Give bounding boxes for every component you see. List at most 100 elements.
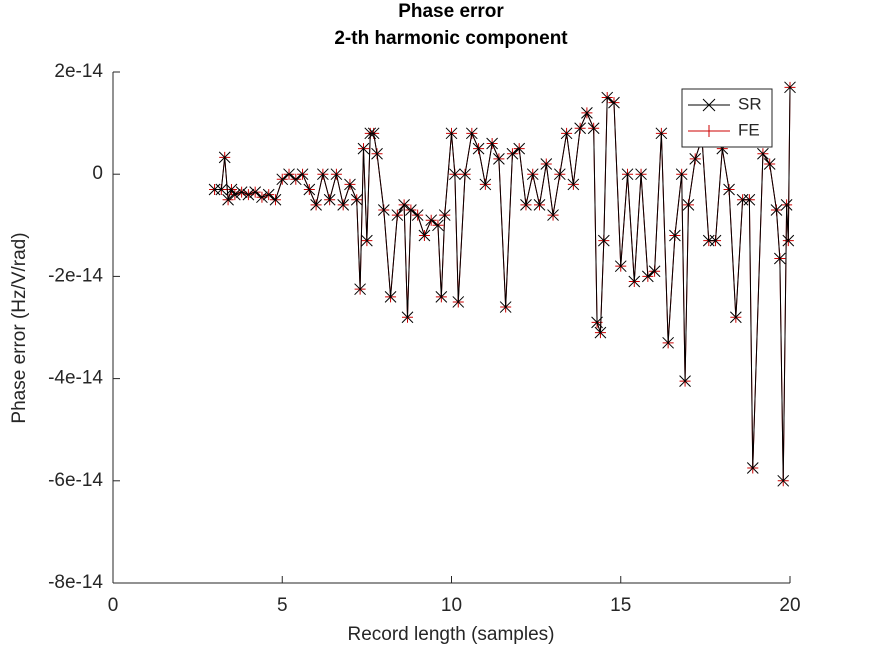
point-marker (235, 186, 248, 198)
point-marker (746, 462, 759, 474)
point-marker (547, 209, 559, 221)
point-marker (486, 137, 498, 150)
x-tick-label: 15 (610, 595, 631, 616)
legend-marker (703, 125, 715, 137)
x-tick-label: 0 (108, 595, 119, 616)
x-tick-label: 10 (441, 595, 462, 616)
point-marker (323, 193, 336, 206)
point-marker (367, 127, 380, 140)
point-marker (465, 127, 478, 140)
chart-subtitle: 2-th harmonic component (334, 28, 568, 49)
point-marker (526, 168, 539, 181)
y-tick-label: 2e-14 (54, 61, 103, 82)
point-marker (689, 153, 702, 165)
legend-box (681, 88, 773, 148)
point-marker (276, 173, 289, 186)
y-tick-label: -4e-14 (48, 368, 103, 389)
point-marker (757, 147, 769, 160)
chart-title: Phase error (398, 1, 504, 22)
point-marker (513, 142, 526, 155)
point-marker (540, 158, 553, 170)
point-marker (594, 326, 607, 339)
point-marker (597, 234, 610, 247)
point-marker (574, 122, 586, 135)
point-marker (377, 204, 390, 216)
point-marker (682, 199, 695, 211)
point-marker (729, 311, 742, 324)
point-marker (675, 168, 688, 181)
point-marker (337, 199, 350, 211)
point-marker (289, 173, 302, 186)
point-marker (614, 260, 627, 273)
point-marker (621, 168, 634, 181)
point-marker (418, 229, 431, 242)
y-tick-label: -2e-14 (48, 265, 103, 286)
point-marker (662, 336, 674, 349)
point-marker (222, 193, 234, 206)
point-marker (432, 219, 444, 232)
point-marker (452, 296, 465, 308)
point-marker (601, 91, 614, 104)
point-marker (723, 183, 735, 196)
point-marker (354, 283, 366, 296)
point-marker (679, 375, 691, 388)
point-marker (357, 142, 370, 155)
point-marker (283, 168, 295, 181)
point-marker (435, 290, 448, 303)
point-marker (669, 229, 681, 242)
point-marker (648, 265, 661, 278)
point-marker (533, 199, 546, 211)
legend-marker (702, 98, 716, 112)
point-marker (364, 127, 377, 140)
point-marker (499, 301, 512, 313)
point-marker (782, 234, 795, 247)
point-marker (344, 178, 356, 191)
point-marker (591, 316, 603, 329)
y-axis-label: Phase error (Hz/V/rad) (9, 232, 30, 423)
point-marker (242, 188, 255, 201)
point-marker (780, 199, 793, 211)
point-marker (743, 193, 756, 206)
point-marker (459, 168, 471, 181)
x-tick-label: 5 (277, 595, 288, 616)
point-marker (635, 168, 647, 181)
point-marker (371, 147, 383, 160)
x-axis-label: Record length (samples) (348, 624, 555, 645)
point-marker (770, 204, 783, 216)
point-marker (628, 275, 641, 288)
point-marker (449, 168, 461, 181)
point-marker (262, 188, 275, 201)
point-marker (506, 147, 519, 160)
point-marker (303, 183, 316, 196)
point-marker (587, 122, 600, 135)
point-marker (608, 96, 620, 109)
point-marker (641, 270, 654, 283)
legend-label: FE (738, 120, 760, 139)
point-marker (763, 158, 776, 170)
point-marker (553, 168, 566, 181)
point-marker (350, 193, 363, 206)
legend-label: SR (738, 94, 762, 113)
point-marker (438, 209, 451, 221)
point-marker (361, 234, 373, 247)
point-marker (398, 199, 410, 211)
point-marker (479, 178, 492, 191)
point-marker (225, 183, 238, 196)
point-marker (317, 168, 329, 181)
point-marker (401, 311, 414, 324)
point-marker (384, 290, 397, 303)
point-marker (472, 142, 485, 155)
point-marker (581, 107, 593, 119)
point-marker (310, 199, 322, 211)
point-marker (773, 252, 786, 265)
y-tick-label: 0 (92, 163, 103, 184)
point-marker (425, 214, 438, 227)
point-marker (256, 191, 268, 204)
point-marker (215, 183, 228, 196)
point-marker (777, 474, 790, 487)
point-marker (330, 168, 343, 181)
point-marker (391, 209, 404, 221)
point-marker (493, 153, 505, 165)
